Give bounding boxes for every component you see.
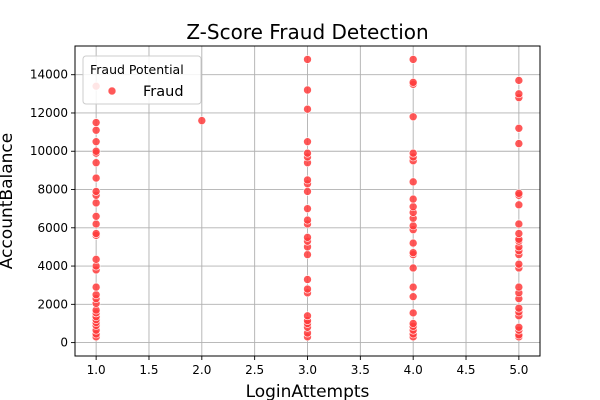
x-tick-label: 1.0 (87, 363, 106, 377)
y-tick-label: 10000 (30, 144, 68, 158)
x-axis-ticks: 1.0 1.5 2.0 2.5 3.0 3.5 4.0 4.5 5.0 (87, 356, 528, 377)
x-tick-label: 3.5 (351, 363, 370, 377)
data-point (91, 125, 101, 135)
data-point (408, 238, 418, 248)
data-point (303, 175, 312, 185)
data-point (303, 137, 312, 146)
legend-title: Fraud Potential (90, 62, 184, 77)
y-tick-label: 14000 (30, 68, 68, 82)
data-point (91, 282, 101, 292)
data-point (514, 123, 524, 133)
data-point (303, 148, 312, 158)
data-point (197, 116, 207, 125)
data-point (91, 137, 101, 146)
data-point (303, 215, 312, 225)
x-tick-label: 2.0 (192, 363, 211, 377)
data-point (514, 89, 524, 99)
legend: Fraud Potential Fraud (82, 55, 202, 105)
data-point (91, 173, 101, 183)
x-tick-label: 5.0 (509, 363, 528, 377)
data-point (408, 292, 418, 301)
data-point (408, 282, 418, 292)
y-axis-ticks: 0 2000 4000 6000 8000 10000 12000 14000 (30, 68, 75, 350)
data-point (514, 303, 524, 313)
y-tick-label: 8000 (37, 183, 68, 197)
data-point (408, 177, 418, 187)
data-point (303, 275, 312, 284)
data-point (91, 198, 101, 208)
data-point (408, 221, 418, 231)
data-point (408, 194, 418, 204)
data-point (408, 319, 418, 328)
data-point (91, 118, 101, 127)
data-point (303, 55, 312, 64)
data-point (91, 219, 101, 229)
data-point (408, 263, 418, 273)
data-point (408, 112, 418, 122)
data-point (514, 76, 524, 85)
data-point (303, 233, 312, 242)
data-point (514, 139, 524, 148)
data-point (514, 229, 524, 238)
data-point (303, 104, 312, 114)
data-point (91, 255, 101, 264)
data-point (408, 55, 418, 64)
x-tick-label: 4.0 (404, 363, 423, 377)
data-point (91, 212, 101, 221)
data-point (303, 250, 312, 259)
data-point (408, 248, 418, 257)
x-tick-label: 3.0 (298, 363, 317, 377)
y-tick-label: 6000 (37, 221, 68, 235)
legend-entry-fraud: Fraud (143, 84, 184, 100)
data-point (303, 85, 312, 95)
data-point (91, 158, 101, 168)
y-tick-label: 12000 (30, 106, 68, 120)
data-point (514, 200, 524, 210)
data-points (91, 55, 524, 342)
data-point (514, 282, 524, 292)
data-point (408, 308, 418, 318)
data-point (514, 189, 524, 198)
y-tick-label: 4000 (37, 259, 68, 273)
data-point (303, 284, 312, 294)
y-axis-label: AccountBalance (0, 133, 17, 269)
data-point (303, 204, 312, 213)
legend-marker-fraud (107, 86, 117, 96)
data-point (514, 322, 524, 332)
data-point (303, 187, 312, 196)
x-tick-label: 4.5 (456, 363, 475, 377)
x-axis-label: LoginAttempts (246, 382, 370, 400)
y-tick-label: 2000 (37, 297, 68, 311)
chart-title: Z-Score Fraud Detection (186, 20, 428, 44)
data-point (514, 259, 524, 269)
data-point (408, 202, 418, 212)
data-point (91, 229, 101, 238)
y-tick-label: 0 (60, 336, 68, 350)
data-point (408, 78, 418, 87)
data-point (303, 311, 312, 321)
x-tick-label: 2.5 (245, 363, 264, 377)
data-point (91, 187, 101, 196)
data-point (408, 148, 418, 158)
data-point (514, 219, 524, 229)
data-point (91, 146, 101, 156)
x-tick-label: 1.5 (139, 363, 158, 377)
data-point (91, 290, 101, 300)
